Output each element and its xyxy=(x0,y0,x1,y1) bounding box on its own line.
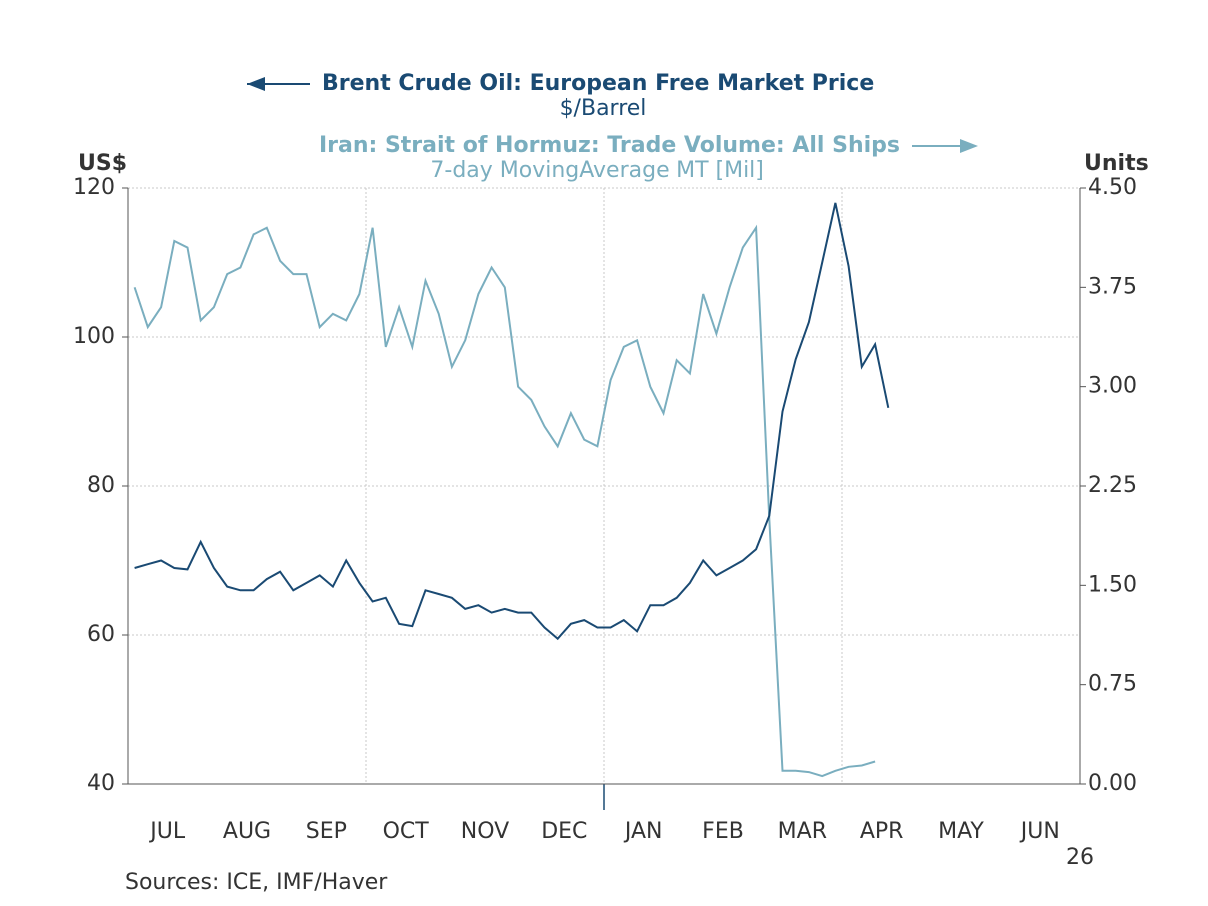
y2-tick-label: 4.50 xyxy=(1088,175,1137,200)
y-axis-label: US$ xyxy=(78,151,127,176)
y2-tick-label: 2.25 xyxy=(1088,473,1137,498)
x-tick-label: JUL xyxy=(148,819,186,844)
y-tick-label: 60 xyxy=(87,622,115,647)
series-title: Iran: Strait of Hormuz: Trade Volume: Al… xyxy=(319,133,900,158)
series-unit: $/Barrel xyxy=(560,96,647,121)
x-tick-label: FEB xyxy=(702,819,744,844)
series-note: 7-day MovingAverage xyxy=(430,158,669,183)
legend-arrow-head xyxy=(960,139,978,153)
y-tick-label: 120 xyxy=(73,175,115,200)
x-tick-label: JUN xyxy=(1019,819,1060,844)
y2-axis-label: Units xyxy=(1084,151,1149,176)
x-tick-label: MAR xyxy=(778,819,827,844)
series-title: Brent Crude Oil: European Free Market Pr… xyxy=(322,71,874,96)
y-tick-label: 100 xyxy=(73,324,115,349)
x-tick-label: DEC xyxy=(541,819,587,844)
x-tick-label: JAN xyxy=(623,819,663,844)
x-tick-label: SEP xyxy=(306,819,347,844)
x-tick-label: OCT xyxy=(383,819,430,844)
y2-tick-label: 3.75 xyxy=(1088,274,1137,299)
x-tick-label: AUG xyxy=(223,819,271,844)
y2-tick-label: 3.00 xyxy=(1088,374,1137,399)
series-line xyxy=(133,224,876,778)
legend-arrow-head xyxy=(247,77,265,91)
x-tick-label: MAY xyxy=(938,819,984,844)
y-tick-label: 80 xyxy=(87,473,115,498)
x-tick-label: NOV xyxy=(461,819,509,844)
y2-tick-label: 1.50 xyxy=(1088,572,1137,597)
series-line xyxy=(134,202,890,641)
source: Sources: ICE, IMF/Haver xyxy=(125,870,388,895)
year-label: 26 xyxy=(1066,845,1094,870)
y-tick-label: 40 xyxy=(87,771,115,796)
y2-tick-label: 0.00 xyxy=(1088,771,1137,796)
y2-tick-label: 0.75 xyxy=(1088,672,1137,697)
series-unit: MT [Mil] xyxy=(676,158,764,183)
x-tick-label: APR xyxy=(860,819,904,844)
